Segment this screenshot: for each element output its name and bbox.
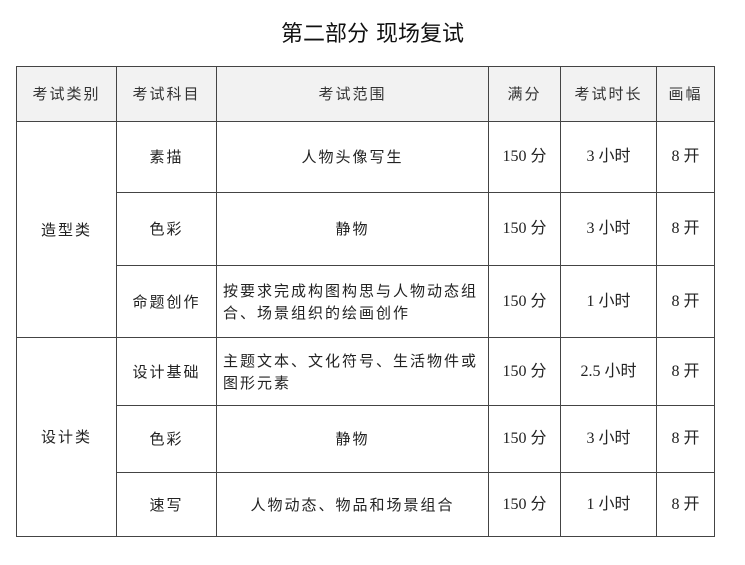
scope-cell: 主题文本、文化符号、生活物件或图形元素 <box>216 337 489 406</box>
score-cell: 150 分 <box>488 405 561 473</box>
header-size: 画幅 <box>656 66 715 122</box>
score-cell: 150 分 <box>488 121 561 193</box>
category-cell: 设计类 <box>16 337 117 537</box>
subject-cell: 设计基础 <box>116 337 217 406</box>
scope-cell: 静物 <box>216 192 489 266</box>
page-title: 第二部分 现场复试 <box>281 22 464 47</box>
duration-cell: 1 小时 <box>560 265 657 338</box>
scope-cell: 人物动态、物品和场景组合 <box>216 472 489 537</box>
exam-table: 考试类别 考试科目 考试范围 满分 考试时长 画幅 造型类 素描 人物头像写生 150… <box>16 66 715 537</box>
size-cell: 8 开 <box>656 337 715 406</box>
size-cell: 8 开 <box>656 472 715 537</box>
subject-cell: 色彩 <box>116 405 217 473</box>
subject-cell: 速写 <box>116 472 217 537</box>
scope-cell: 按要求完成构图构思与人物动态组合、场景组织的绘画创作 <box>216 265 489 338</box>
score-cell: 150 分 <box>488 472 561 537</box>
subject-cell: 素描 <box>116 121 217 193</box>
header-duration: 考试时长 <box>560 66 657 122</box>
subject-cell: 命题创作 <box>116 265 217 338</box>
size-cell: 8 开 <box>656 265 715 338</box>
duration-cell: 2.5 小时 <box>560 337 657 406</box>
score-cell: 150 分 <box>488 337 561 406</box>
table-row: 设计类 设计基础 主题文本、文化符号、生活物件或图形元素 150 分 2.5 小时 8 开 <box>16 337 715 537</box>
category-cell: 造型类 <box>16 121 117 338</box>
size-cell: 8 开 <box>656 192 715 266</box>
duration-cell: 1 小时 <box>560 472 657 537</box>
scope-cell: 人物头像写生 <box>216 121 489 193</box>
header-subject: 考试科目 <box>116 66 217 122</box>
duration-cell: 3 小时 <box>560 405 657 473</box>
subject-cell: 色彩 <box>116 192 217 266</box>
table-header-row: 考试类别 考试科目 考试范围 满分 考试时长 画幅 <box>16 66 715 122</box>
score-cell: 150 分 <box>488 192 561 266</box>
score-cell: 150 分 <box>488 265 561 338</box>
size-cell: 8 开 <box>656 405 715 473</box>
duration-cell: 3 小时 <box>560 192 657 266</box>
header-category: 考试类别 <box>16 66 117 122</box>
header-score: 满分 <box>488 66 561 122</box>
header-scope: 考试范围 <box>216 66 489 122</box>
scope-cell: 静物 <box>216 405 489 473</box>
size-cell: 8 开 <box>656 121 715 193</box>
duration-cell: 3 小时 <box>560 121 657 193</box>
